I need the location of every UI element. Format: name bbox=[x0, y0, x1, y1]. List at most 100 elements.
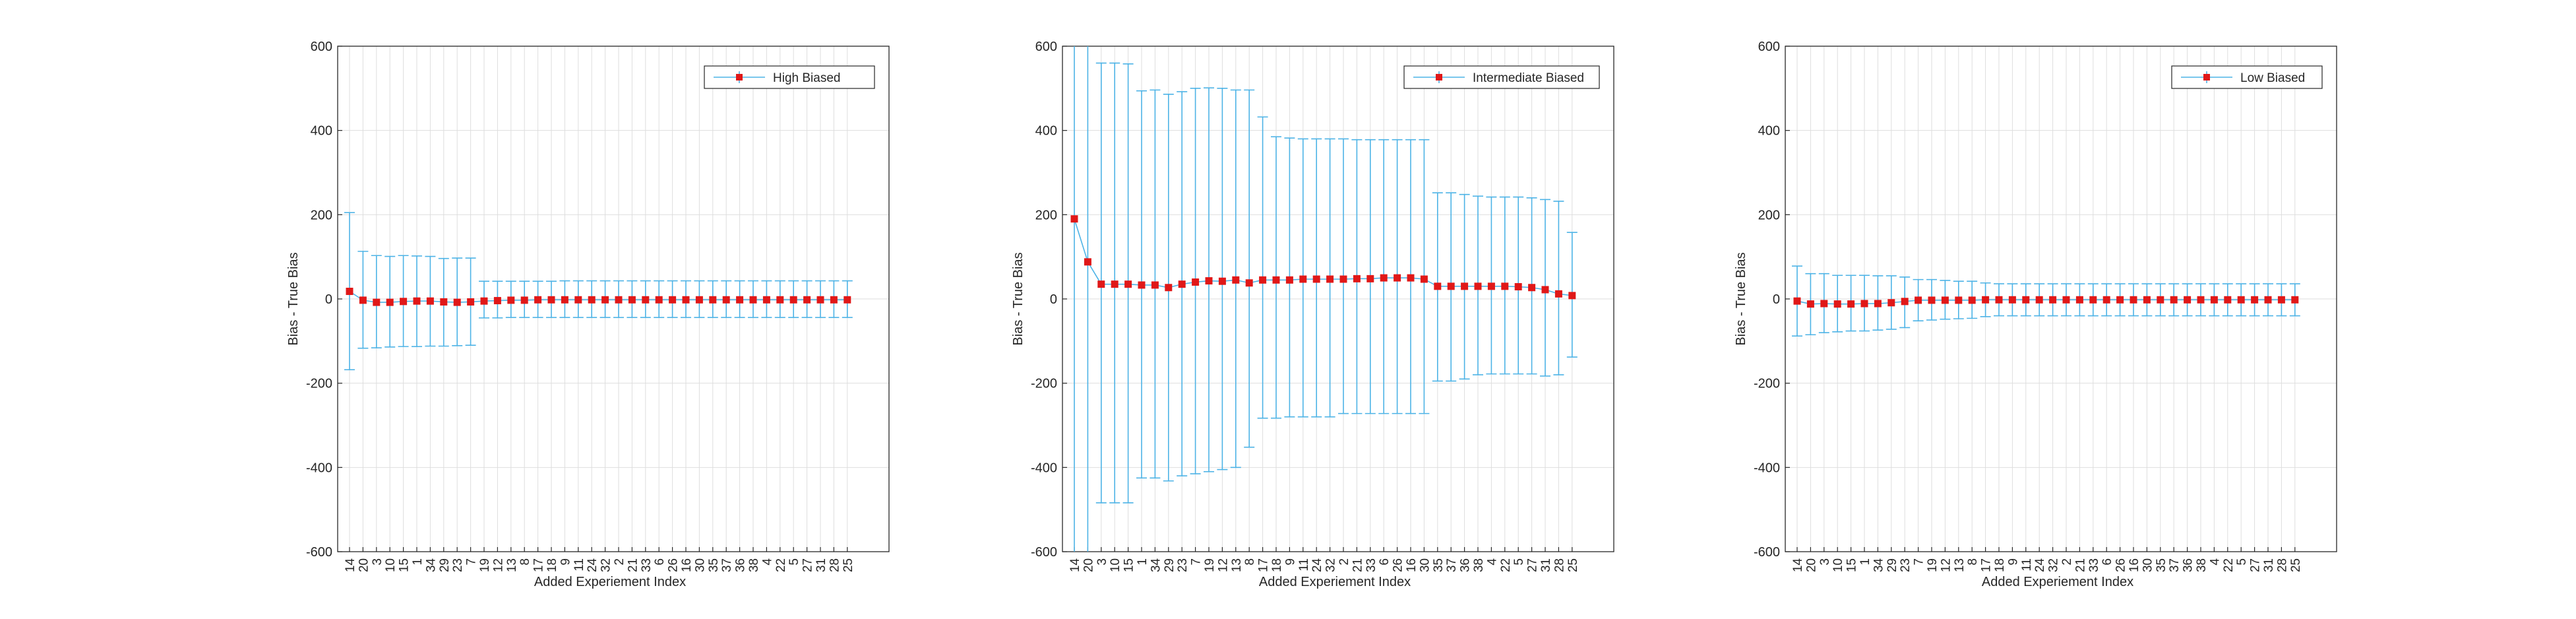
data-point bbox=[2184, 296, 2192, 304]
data-point bbox=[346, 288, 353, 296]
x-tick-label: 8 bbox=[518, 558, 532, 566]
y-tick-label: 0 bbox=[325, 292, 332, 307]
x-tick-label: 20 bbox=[357, 558, 371, 572]
x-tick-label: 1 bbox=[1136, 558, 1150, 566]
data-point bbox=[1528, 284, 1536, 292]
x-tick-label: 22 bbox=[774, 558, 788, 572]
data-point bbox=[2089, 296, 2097, 304]
x-tick-label: 16 bbox=[2128, 558, 2141, 572]
x-tick-label: 3 bbox=[1818, 558, 1832, 566]
data-point bbox=[1806, 300, 1814, 308]
x-tick-label: 1 bbox=[411, 558, 425, 566]
data-point bbox=[1833, 300, 1841, 308]
data-point bbox=[1915, 296, 1922, 304]
x-tick-label: 29 bbox=[1163, 558, 1177, 572]
x-tick-label: 6 bbox=[1378, 558, 1392, 566]
x-tick-label: 5 bbox=[787, 558, 801, 566]
y-tick-label: 0 bbox=[1773, 292, 1780, 307]
x-tick-label: 18 bbox=[1270, 558, 1284, 572]
data-point bbox=[722, 296, 730, 304]
legend-label: High Biased bbox=[773, 71, 840, 85]
x-tick-label: 21 bbox=[1351, 558, 1365, 572]
data-point bbox=[1474, 282, 1482, 290]
y-tick-label: 400 bbox=[1035, 124, 1057, 139]
data-point bbox=[2251, 296, 2259, 304]
legend-marker bbox=[1436, 74, 1442, 81]
data-point bbox=[1514, 282, 1522, 290]
data-point bbox=[628, 296, 636, 304]
x-tick-label: 28 bbox=[2275, 558, 2289, 572]
x-tick-label: 14 bbox=[344, 558, 357, 573]
x-tick-label: 32 bbox=[1324, 558, 1338, 572]
y-tick-label: -600 bbox=[306, 545, 332, 560]
data-point bbox=[2224, 296, 2232, 304]
data-point bbox=[2210, 296, 2218, 304]
data-point bbox=[534, 296, 542, 304]
data-point bbox=[1326, 275, 1334, 283]
data-point bbox=[669, 296, 677, 304]
x-tick-label: 26 bbox=[1392, 558, 1405, 572]
data-point bbox=[440, 298, 448, 306]
x-tick-label: 37 bbox=[720, 558, 734, 572]
x-tick-label: 32 bbox=[599, 558, 613, 572]
x-tick-label: 38 bbox=[1472, 558, 1486, 572]
y-tick-label: 600 bbox=[1758, 40, 1780, 54]
data-point bbox=[1820, 300, 1828, 308]
legend-label: Low Biased bbox=[2240, 71, 2305, 85]
x-tick-label: 19 bbox=[1203, 558, 1217, 572]
data-point bbox=[749, 296, 757, 304]
x-tick-label: 14 bbox=[1791, 558, 1805, 573]
x-tick-label: 5 bbox=[2235, 558, 2249, 566]
x-tick-label: 12 bbox=[1939, 558, 1953, 572]
x-tick-label: 18 bbox=[545, 558, 559, 572]
data-point bbox=[2130, 296, 2137, 304]
data-point bbox=[843, 296, 851, 304]
x-tick-label: 24 bbox=[2033, 558, 2047, 573]
x-tick-label: 16 bbox=[1405, 558, 1419, 572]
y-tick-label: 200 bbox=[1758, 208, 1780, 222]
x-tick-label: 25 bbox=[2289, 558, 2303, 572]
data-point bbox=[1887, 299, 1895, 307]
x-tick-label: 10 bbox=[1109, 558, 1122, 572]
y-tick-label: 400 bbox=[1758, 124, 1780, 139]
x-tick-label: 16 bbox=[680, 558, 694, 572]
y-axis-label: Bias - True Bias bbox=[1734, 252, 1748, 345]
y-tick-label: -200 bbox=[1031, 377, 1057, 391]
x-tick-label: 9 bbox=[559, 558, 572, 566]
data-point bbox=[1178, 280, 1186, 288]
x-tick-label: 18 bbox=[1993, 558, 2007, 572]
data-point bbox=[1968, 296, 1976, 304]
x-tick-label: 35 bbox=[707, 558, 721, 572]
data-point bbox=[520, 296, 528, 304]
x-tick-label: 3 bbox=[371, 558, 384, 566]
x-tick-label: 32 bbox=[2047, 558, 2061, 572]
data-point bbox=[709, 296, 717, 304]
data-point bbox=[1205, 277, 1213, 285]
x-tick-label: 3 bbox=[1095, 558, 1109, 566]
x-tick-label: 1 bbox=[1858, 558, 1872, 566]
x-tick-label: 11 bbox=[1297, 558, 1311, 571]
data-point bbox=[736, 296, 744, 304]
data-point bbox=[493, 297, 501, 305]
x-tick-label: 17 bbox=[532, 558, 546, 572]
data-point bbox=[1353, 275, 1361, 282]
x-tick-label: 35 bbox=[1432, 558, 1446, 572]
data-point bbox=[1138, 281, 1146, 289]
data-point bbox=[682, 296, 690, 304]
x-tick-label: 2 bbox=[1337, 558, 1351, 566]
x-tick-label: 24 bbox=[586, 558, 599, 573]
y-tick-label: -200 bbox=[1754, 377, 1780, 391]
x-tick-label: 26 bbox=[667, 558, 681, 572]
data-point bbox=[588, 296, 596, 304]
data-point bbox=[1151, 281, 1159, 289]
x-axis-label: Added Experiement Index bbox=[1982, 575, 2133, 589]
data-point bbox=[373, 298, 381, 306]
y-tick-label: -400 bbox=[1031, 461, 1057, 475]
data-point bbox=[413, 297, 421, 305]
x-tick-label: 25 bbox=[1566, 558, 1580, 572]
chart-panel-intermediate-biased: Bias - True Bias Added Experiement Index… bbox=[1011, 40, 1614, 589]
y-tick-label: 0 bbox=[1050, 292, 1057, 307]
data-point bbox=[615, 296, 623, 304]
data-point bbox=[1995, 296, 2003, 304]
